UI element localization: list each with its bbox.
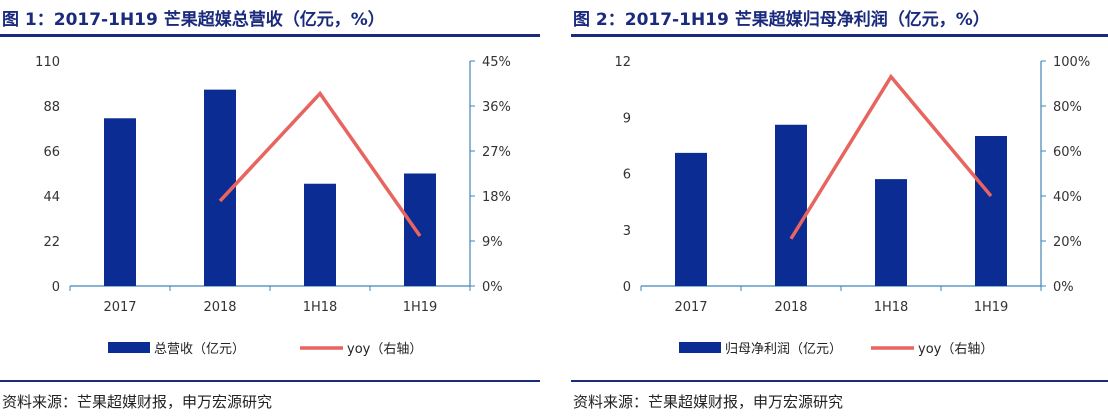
bar: [104, 118, 136, 286]
chart-panel-net-profit: 图 2：2017-1H19 芒果超媒归母净利润（亿元，%） 0 3 6 9 12 0% 20…: [571, 0, 1108, 417]
legend-bar-label: 归母净利润（亿元）: [725, 342, 842, 357]
legend-bar-label: 总营收（亿元）: [154, 342, 245, 357]
left-axis-tick-label: 44: [43, 190, 60, 205]
bar: [304, 183, 336, 286]
revenue-chart: 0 22 44 66 88 110 0% 9% 18% 27% 36% 45% 2017 2018 1H18…: [35, 55, 511, 357]
left-axis-tick-label: 9: [623, 111, 631, 126]
right-axis-tick-label: 20%: [1053, 235, 1082, 250]
left-axis-tick-label: 12: [614, 55, 631, 70]
source-divider: [571, 380, 1108, 382]
chart-title: 图 2：2017-1H19 芒果超媒归母净利润（亿元，%）: [573, 10, 990, 30]
left-axis-tick-label: 6: [623, 168, 631, 183]
chart-panel-revenue: 图 1：2017-1H19 芒果超媒总营收（亿元，%） 0 22 44 66 88 110…: [0, 0, 540, 417]
net-profit-chart: 0 3 6 9 12 0% 20% 40% 60% 80% 100% 2017 2018 1H18 1H19…: [614, 55, 1090, 357]
right-axis-tick-label: 0%: [1053, 280, 1074, 295]
right-axis-tick-label: 60%: [1053, 145, 1082, 160]
x-axis-tick-label: 1H18: [303, 300, 338, 315]
right-axis-tick-label: 9%: [482, 235, 503, 250]
right-axis-tick-label: 40%: [1053, 190, 1082, 205]
x-axis-tick-label: 2017: [674, 300, 707, 315]
legend-bar-swatch: [108, 342, 150, 353]
bar: [975, 136, 1007, 286]
left-axis-tick-label: 22: [43, 235, 60, 250]
x-axis-tick-label: 2018: [203, 300, 236, 315]
right-axis-tick-label: 0%: [482, 280, 503, 295]
legend-bar-swatch: [679, 342, 721, 353]
bar: [875, 179, 907, 286]
source-note: 资料来源：芒果超媒财报，申万宏源研究: [573, 393, 844, 411]
right-axis-tick-label: 100%: [1053, 55, 1090, 70]
right-axis-tick-label: 80%: [1053, 100, 1082, 115]
left-axis-tick-label: 88: [43, 100, 60, 115]
source-note: 资料来源：芒果超媒财报，申万宏源研究: [2, 393, 273, 411]
right-axis-tick-label: 27%: [482, 145, 511, 160]
x-axis-tick-label: 1H18: [874, 300, 909, 315]
left-axis-tick-label: 110: [35, 55, 60, 70]
chart-title: 图 1：2017-1H19 芒果超媒总营收（亿元，%）: [2, 10, 385, 30]
left-axis-tick-label: 3: [623, 224, 631, 239]
bar: [675, 152, 707, 286]
title-divider: [0, 34, 540, 37]
source-divider: [0, 380, 540, 382]
x-axis-tick-label: 2018: [774, 300, 807, 315]
left-axis-tick-label: 66: [43, 145, 60, 160]
title-divider: [571, 34, 1108, 37]
legend-line-label: yoy（右轴）: [347, 342, 422, 357]
left-axis-tick-label: 0: [52, 280, 60, 295]
right-axis-tick-label: 36%: [482, 100, 511, 115]
right-axis-tick-label: 18%: [482, 190, 511, 205]
bar: [775, 124, 807, 286]
bar: [404, 173, 436, 286]
x-axis-tick-label: 2017: [103, 300, 136, 315]
legend-line-label: yoy（右轴）: [918, 342, 993, 357]
right-axis-tick-label: 45%: [482, 55, 511, 70]
left-axis-tick-label: 0: [623, 280, 631, 295]
x-axis-tick-label: 1H19: [974, 300, 1009, 315]
x-axis-tick-label: 1H19: [403, 300, 438, 315]
